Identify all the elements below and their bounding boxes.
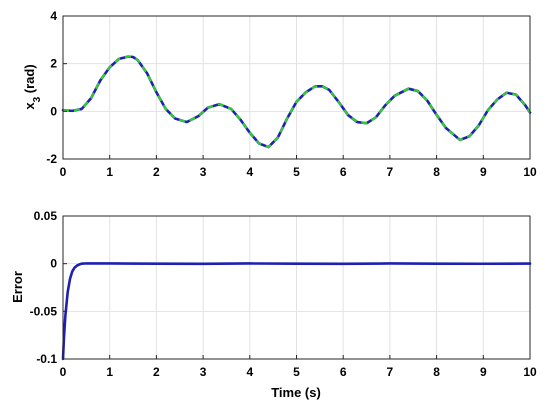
x3-y-axis-label: x3 (rad) bbox=[22, 64, 43, 109]
error-plot-series bbox=[61, 262, 532, 361]
error-x-tick-label: 6 bbox=[340, 365, 347, 379]
x3-x-tick-label: 5 bbox=[293, 165, 300, 179]
x3-plot-series bbox=[61, 55, 532, 149]
error-y-tick-label: -0.05 bbox=[30, 304, 58, 318]
x3-x-tick-label: 3 bbox=[200, 165, 207, 179]
x3-x-tick-label: 1 bbox=[106, 165, 113, 179]
x3-y-axis-label-unit: (rad) bbox=[22, 64, 37, 97]
error-x-tick-label: 7 bbox=[387, 365, 394, 379]
error-y-tick-label: 0.05 bbox=[34, 209, 58, 223]
x3-y-tick-label: 0 bbox=[50, 104, 57, 118]
x3-x-tick-label: 6 bbox=[340, 165, 347, 179]
error-x-tick-label: 0 bbox=[60, 365, 67, 379]
error-x-tick-label: 4 bbox=[246, 365, 253, 379]
x3-x-tick-label: 4 bbox=[246, 165, 253, 179]
error-plot-ticks: 0 1 2 3 4 5 6 7 8 9 10 -0.1 -0.05 0 0.05 bbox=[30, 209, 537, 379]
error-x-tick-label: 1 bbox=[106, 365, 113, 379]
error-x-tick-label: 8 bbox=[433, 365, 440, 379]
error-x-tick-label: 10 bbox=[523, 365, 537, 379]
error-x-tick-label: 3 bbox=[200, 365, 207, 379]
x3-x-tick-label: 2 bbox=[153, 165, 160, 179]
x3-x-tick-label: 7 bbox=[387, 165, 394, 179]
x3-y-axis-label-main: x bbox=[22, 102, 37, 110]
time-x-axis-label: Time (s) bbox=[271, 385, 321, 400]
x3-y-axis-label-sub: 3 bbox=[32, 96, 43, 102]
error-x-tick-label: 5 bbox=[293, 365, 300, 379]
x3-dashed-series-line bbox=[62, 55, 531, 149]
x3-x-tick-label: 0 bbox=[60, 165, 67, 179]
x3-y-tick-label: -2 bbox=[46, 152, 57, 166]
error-x-tick-label: 9 bbox=[480, 365, 487, 379]
error-y-axis-label: Error bbox=[10, 271, 25, 303]
error-plot-panel: 0 1 2 3 4 5 6 7 8 9 10 -0.1 -0.05 0 0.05 Error Time (s… bbox=[10, 209, 537, 400]
error-y-tick-label: -0.1 bbox=[36, 352, 57, 366]
x3-x-tick-label: 10 bbox=[523, 165, 537, 179]
error-x-tick-label: 2 bbox=[153, 365, 160, 379]
x3-x-tick-label: 9 bbox=[480, 165, 487, 179]
error-y-tick-label: 0 bbox=[50, 257, 57, 271]
error-solid-series-line bbox=[61, 262, 532, 361]
x3-y-tick-label: 4 bbox=[50, 9, 57, 23]
x3-y-tick-label: 2 bbox=[50, 57, 57, 71]
x3-x-tick-label: 8 bbox=[433, 165, 440, 179]
